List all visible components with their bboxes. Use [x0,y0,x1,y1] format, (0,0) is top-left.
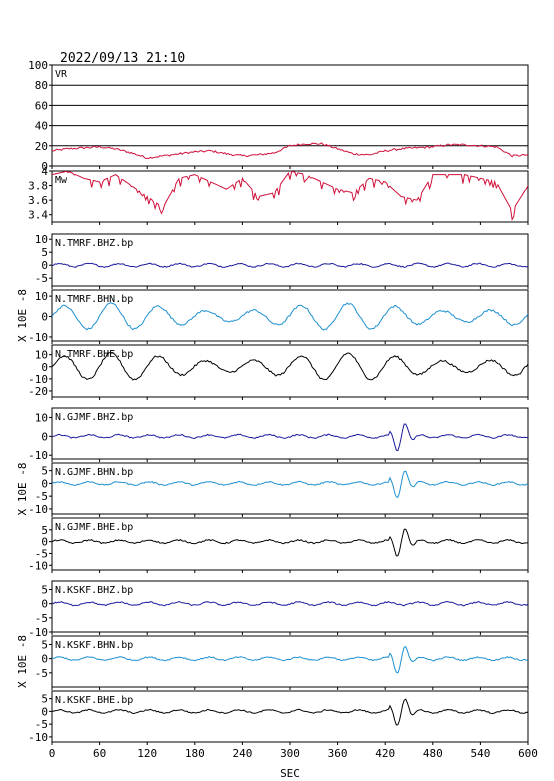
y-tick-label: 0 [41,430,48,443]
y-tick-label: 5 [41,465,48,478]
panel-label: N.GJMF.BHN.bp [55,467,133,478]
y-tick-label: 0 [41,598,48,611]
x-tick-label: 120 [137,747,157,760]
waveform-y-axis-label: X 10E -8 [16,289,29,342]
y-tick-label: 10 [35,233,48,246]
panel-tmrf-bhn: -10 0 10 N.TMRF.BHN.bp [28,289,529,344]
y-tick-label: -20 [28,385,48,398]
y-tick-label: -10 [28,731,48,744]
x-tick-label: 480 [423,747,443,760]
y-tick-label: 10 [35,290,48,303]
y-tick-label: 5 [41,693,48,706]
y-tick-label: 10 [35,349,48,362]
panel-label: N.KSKF.BHZ.bp [55,585,133,596]
x-axis-label: SEC [280,767,300,780]
panel-label: Mw [55,175,68,186]
y-tick-label: 0 [41,653,48,666]
y-tick-label: 10 [35,411,48,424]
y-tick-label: -5 [35,667,48,680]
x-tick-label: 600 [518,747,538,760]
x-tick-label: 180 [185,747,205,760]
x-tick-label: 360 [328,747,348,760]
y-tick-label: 0 [41,361,48,374]
series-line-gjmf-bhz [51,423,529,452]
panel-label: N.KSKF.BHN.bp [55,640,133,651]
x-tick-label: 60 [93,747,106,760]
y-tick-label: 5 [41,524,48,537]
y-tick-label: 0 [41,477,48,490]
y-tick-label: -10 [28,503,48,516]
waveform-y-axis-label: X 10E -8 [16,635,29,688]
chart-datetime: 2022/09/13 21:10 [60,51,185,66]
panel-frame [51,64,529,167]
y-tick-label: 3.8 [28,180,48,193]
series-line-mw [51,170,529,222]
y-tick-label: 20 [35,140,48,153]
series-line-tmrf-bhn [51,302,529,331]
y-tick-label: 0 [41,705,48,718]
y-tick-label: -10 [28,626,48,639]
panel-mw: 3.4 3.63.8 4 Mw [28,165,529,225]
y-tick-label: 0 [41,160,48,173]
panel-label: N.GJMF.BHZ.bp [55,412,133,423]
panel-label: N.TMRF.BHN.bp [55,294,133,305]
y-tick-label: 5 [41,639,48,652]
series-line-kskf-bhz [51,600,529,607]
panel-gjmf-bhz: -10 0 10 N.GJMF.BHZ.bp [28,407,529,462]
y-tick-label: 5 [41,584,48,597]
panel-kskf-bhn: -505 N.KSKF.BHN.bp [35,635,529,690]
x-tick-label: 300 [280,747,300,760]
series-line-kskf-bhe [51,698,529,726]
series-line-gjmf-bhe [51,528,528,557]
series-line-kskf-bhn [51,646,529,674]
y-tick-label: 0 [41,259,48,272]
x-tick-label: 0 [49,747,56,760]
y-tick-label: -10 [28,331,48,344]
y-tick-label: 100 [28,59,48,72]
y-tick-label: -5 [35,612,48,625]
x-tick-label: 540 [470,747,490,760]
y-tick-label: 0 [41,536,48,549]
y-tick-label: -5 [35,272,48,285]
y-tick-label: -5 [35,490,48,503]
y-tick-label: 5 [41,246,48,259]
y-tick-label: -10 [28,373,48,386]
panel-label: N.GJMF.BHE.bp [55,522,133,533]
panel-kskf-bhe: -10-505 N.KSKF.BHE.bp [28,690,529,745]
x-tick-label: 420 [375,747,395,760]
y-tick-label: 40 [35,120,48,133]
y-tick-label: 3.4 [28,209,48,222]
y-tick-label: 4 [41,165,48,178]
panel-label: N.TMRF.BHE.bp [55,349,133,360]
y-tick-label: -10 [28,449,48,462]
series-line-tmrf-bhz [51,262,529,268]
panel-gjmf-bhn: -10-505 N.GJMF.BHN.bp [28,462,529,517]
y-tick-label: 60 [35,99,48,112]
y-tick-label: -5 [35,547,48,560]
series-line-vr [51,142,529,160]
panel-label: N.TMRF.BHZ.bp [55,238,133,249]
panel-label: VR [55,69,68,80]
panel-kskf-bhz: -10-505 N.KSKF.BHZ.bp [28,580,529,639]
y-tick-label: 3.6 [28,194,48,207]
series-line-gjmf-bhn [51,470,529,499]
y-tick-label: -10 [28,559,48,572]
y-tick-label: 80 [35,79,48,92]
series-line-tmrf-bhe [51,351,529,381]
y-tick-label: 0 [41,311,48,324]
y-tick-label: -5 [35,718,48,731]
panel-vr: 0 20 40 60 80 100 VR [28,59,529,173]
panel-gjmf-bhe: -10-505 N.GJMF.BHE.bp [28,517,529,573]
panel-label: N.KSKF.BHE.bp [55,695,133,706]
x-tick-label: 240 [232,747,252,760]
waveform-y-axis-label: X 10E -8 [16,463,29,516]
